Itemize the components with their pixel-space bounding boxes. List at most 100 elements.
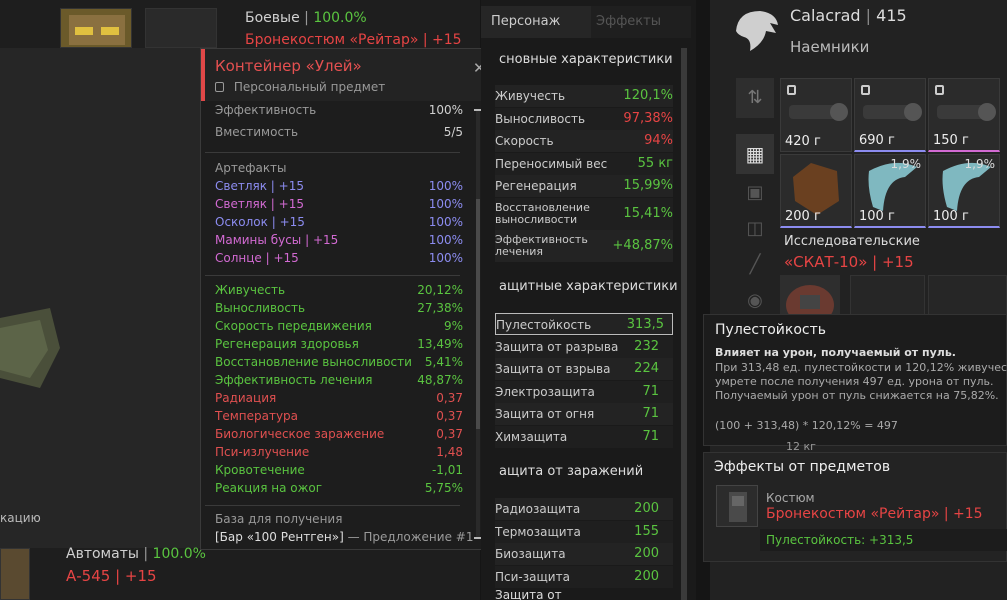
hint-line: При 313,48 ед. пулестойкости и 120,12% ж… [715,361,1007,374]
backpack-icon[interactable]: ◫ [746,218,764,239]
artifact-name: Осколок | +15 [215,215,305,229]
character-portrait[interactable] [60,8,132,48]
item-name[interactable]: Бронекостюм «Рейтар» | +15 [766,506,983,522]
inventory-slot[interactable]: 200 г [780,154,852,228]
inventory-slot[interactable]: 150 г [928,78,1000,152]
stat-hint-tooltip: Пулестойкость Влияет на урон, получаемый… [703,314,1007,446]
effect-row: Биологическое заражение 0,37 [215,425,463,443]
effect-row-value: 5,75% [424,481,463,495]
stat-row: Пулестойкость 313,5 [495,313,673,335]
category-sidebar: ⇅ ▦ ▣ ◫ ╱ ◉ [736,78,776,318]
stat-row-value: 155 [634,523,659,539]
weapon-proficiency: 100.0% [152,546,206,562]
item-effects-panel: Эффекты от предметов Костюм Бронекостюм … [703,452,1007,562]
stat-row: Выносливость 97,38% [495,107,673,130]
stat-row: Живучесть 120,1% [495,85,673,107]
item-weight: 420 г [785,134,821,149]
scrollbar-thumb[interactable] [476,199,480,429]
stats-scrollbar[interactable] [681,48,687,600]
weapon-category-label: Автоматы [66,546,139,562]
effect-row-label: Эффективность лечения [215,373,373,387]
inventory-grid: 420 г 690 г 150 г 200 г 1,9% 100 г 1,9% 100 г [780,78,1007,230]
item-weight: 150 г [933,133,969,148]
base-offer: — Предложение #1 [343,530,474,544]
main-stats-list: Живучесть 120,1% Выносливость 97,38% Скорост… [495,85,673,263]
equipped-weapon-name[interactable]: А-545 | +15 [66,567,157,585]
effect-row-label: Реакция на ожог [215,481,323,495]
artifact-row[interactable]: Осколок | +15 100% [215,213,463,231]
effect-row-value: 0,37 [436,409,463,423]
crystal-icon [868,162,917,211]
helmet-slot[interactable] [780,275,840,325]
item-tooltip: Контейнер «Улей» Персональный предмет ✕ … [200,48,498,550]
inventory-slot[interactable]: 420 г [780,78,852,152]
equipment-slot[interactable] [145,8,217,48]
crystal-icon [942,162,991,211]
research-item-name[interactable]: «СКАТ-10» | +15 [784,253,914,271]
section-header: Артефакты [215,161,287,175]
base-header: База для получения [215,512,343,526]
base-location[interactable]: [Бар «100 Рентген»] [215,530,344,544]
effect-row: Эффективность лечения 48,87% [215,371,463,389]
tooltip-scrollbar[interactable] [476,109,480,539]
stat-row-value: 200 [634,546,659,561]
inventory-slot[interactable]: 690 г [854,78,926,152]
artifacts-section: Артефакты Светляк | +15 100% Светляк | +15… [215,159,463,267]
artifact-row[interactable]: Светляк | +15 100% [215,195,463,213]
artifact-row[interactable]: Мамины бусы | +15 100% [215,231,463,249]
weapon-proficiency: 100.0% [313,10,367,26]
character-stats-panel: Персонаж Эффекты сновные характеристики … [481,0,696,600]
durability-value: 1,9% [964,157,996,171]
item-weight: 100 г [933,209,969,224]
effects-list: Живучесть 20,12% Выносливость 27,38% Скорост… [215,281,463,497]
stat-row-value: 200 [634,568,659,584]
inventory-slot[interactable]: 1,9% 100 г [854,154,926,228]
effect-row-value: 27,38% [417,301,463,315]
grid-icon[interactable]: ▦ [736,134,774,174]
stat-label: Вместимость [215,125,299,139]
stat-row-label: Защита от огня [495,407,595,421]
artifact-name: Светляк | +15 [215,197,304,211]
equipment-slot[interactable] [928,275,1007,317]
weapon-category-label: Боевые [245,10,300,26]
player-name: Calacrad [790,6,861,25]
stat-row-value: +48,87% [612,238,673,253]
armor-icon[interactable]: ▣ [746,182,764,203]
stat-label: Эффективность [215,103,317,117]
effect-row-value: 13,49% [417,337,463,351]
tooltip-header: Контейнер «Улей» Персональный предмет [201,49,497,101]
artifact-efficiency: 100% [428,215,463,229]
stat-row-value: 232 [634,338,659,354]
equipment-slot[interactable] [0,548,30,600]
effect-row-value: -1,01 [431,463,463,477]
stat-row: Химзащита 71 [495,425,673,448]
artifact-efficiency: 100% [428,251,463,265]
stat-row: Эффективность 100% [215,101,463,119]
effect-row-value: 0,37 [436,391,463,405]
scrollbar-thumb[interactable] [681,48,687,600]
scroll-marker [474,537,482,539]
equipment-slot[interactable] [850,275,925,317]
effect-row: Радиация 0,37 [215,389,463,407]
artifact-efficiency: 100% [428,179,463,193]
artifact-row[interactable]: Светляк | +15 100% [215,177,463,195]
inventory-slot[interactable]: 1,9% 100 г [928,154,1000,228]
artifact-row[interactable]: Солнце | +15 100% [215,249,463,267]
equipped-armor-name[interactable]: Бронекостюм «Рейтар» | +15 [245,32,462,48]
weapon-icon[interactable]: ╱ [749,254,761,275]
effect-row: Кровотечение -1,01 [215,461,463,479]
tooltip-title: Контейнер «Улей» [215,57,362,75]
stat-row-label: Переносимый вес [495,156,608,171]
tab-character[interactable]: Персонаж [481,6,591,38]
artifact-efficiency: 100% [428,233,463,247]
effect-row-label: Кровотечение [215,463,305,477]
container-icon [0,308,60,388]
stat-row-label: Эффективность лечения [495,233,588,258]
sort-icon[interactable]: ⇅ [736,78,774,118]
stat-row-value: 200 [634,501,659,516]
item-weight: 690 г [859,133,895,148]
artifact-icon[interactable]: ◉ [747,290,763,311]
stat-row-value: 120,1% [623,88,673,103]
tab-effects[interactable]: Эффекты [591,6,691,38]
scope-icon [789,103,848,121]
